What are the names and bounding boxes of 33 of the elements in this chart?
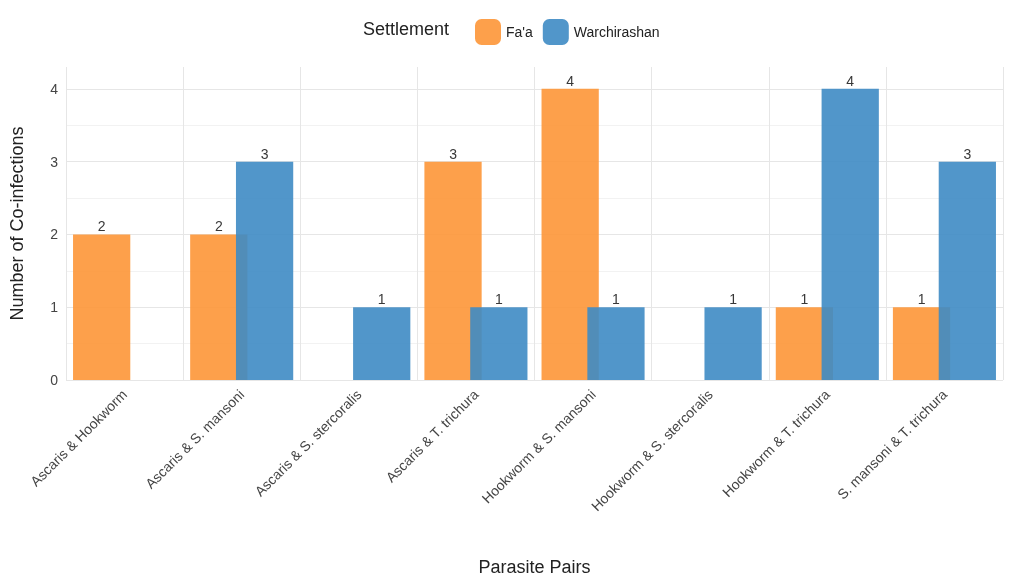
data-label: 3 bbox=[260, 145, 269, 162]
y-tick-label: 3 bbox=[50, 153, 59, 170]
data-label: 1 bbox=[494, 291, 503, 308]
data-label: 1 bbox=[729, 291, 738, 308]
data-label: 1 bbox=[800, 291, 809, 308]
bar bbox=[353, 307, 411, 380]
bar bbox=[541, 88, 599, 380]
bar bbox=[470, 307, 528, 380]
y-tick-label: 0 bbox=[50, 372, 59, 388]
bar bbox=[424, 161, 482, 380]
data-label: 3 bbox=[449, 145, 458, 162]
legend-label: Fa'a bbox=[506, 24, 534, 40]
data-label: 1 bbox=[917, 291, 926, 308]
bar bbox=[235, 161, 294, 380]
legend-title: Settlement bbox=[363, 19, 450, 39]
y-tick-label: 2 bbox=[50, 226, 59, 243]
data-label: 1 bbox=[377, 291, 386, 308]
bar bbox=[821, 88, 879, 380]
bar bbox=[587, 307, 645, 380]
legend-label: Warchirashan bbox=[573, 24, 660, 40]
data-label: 3 bbox=[963, 145, 972, 162]
data-label: 2 bbox=[97, 218, 106, 235]
data-label: 1 bbox=[612, 291, 621, 308]
x-axis-title: Parasite Pairs bbox=[478, 557, 591, 577]
bar bbox=[73, 234, 131, 380]
y-tick-label: 1 bbox=[50, 299, 59, 316]
bar bbox=[938, 161, 996, 380]
bar bbox=[704, 307, 762, 380]
data-label: 4 bbox=[566, 72, 575, 89]
data-label: 2 bbox=[214, 218, 223, 235]
y-tick-label: 4 bbox=[50, 80, 59, 97]
data-label: 4 bbox=[846, 72, 855, 89]
y-axis-title: Number of Co-infections bbox=[7, 126, 27, 321]
